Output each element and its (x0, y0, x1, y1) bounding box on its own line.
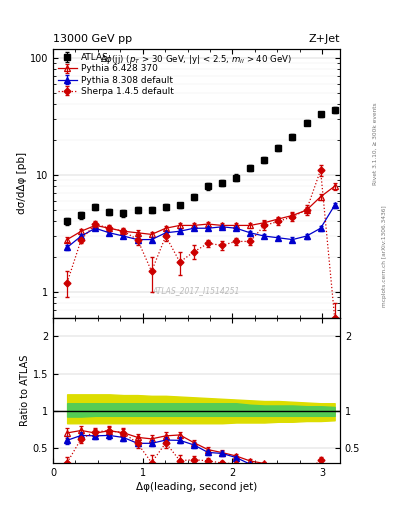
Text: mcplots.cern.ch [arXiv:1306.3436]: mcplots.cern.ch [arXiv:1306.3436] (382, 205, 387, 307)
Legend: ATLAS, Pythia 6.428 370, Pythia 8.308 default, Sherpa 1.4.5 default: ATLAS, Pythia 6.428 370, Pythia 8.308 de… (56, 51, 176, 98)
X-axis label: Δφ(leading, second jet): Δφ(leading, second jet) (136, 482, 257, 493)
Y-axis label: dσ/dΔφ [pb]: dσ/dΔφ [pb] (17, 152, 27, 215)
Text: Rivet 3.1.10, ≥ 300k events: Rivet 3.1.10, ≥ 300k events (373, 102, 378, 185)
Text: $\Delta\phi$(jj) ($p_T$ > 30 GeV, |y| < 2.5, $m_{ll}$ > 40 GeV): $\Delta\phi$(jj) ($p_T$ > 30 GeV, |y| < … (101, 53, 292, 66)
Text: Z+Jet: Z+Jet (309, 33, 340, 44)
Text: 13000 GeV pp: 13000 GeV pp (53, 33, 132, 44)
Text: ATLAS_2017_I1514251: ATLAS_2017_I1514251 (153, 286, 240, 295)
Y-axis label: Ratio to ATLAS: Ratio to ATLAS (20, 355, 30, 426)
